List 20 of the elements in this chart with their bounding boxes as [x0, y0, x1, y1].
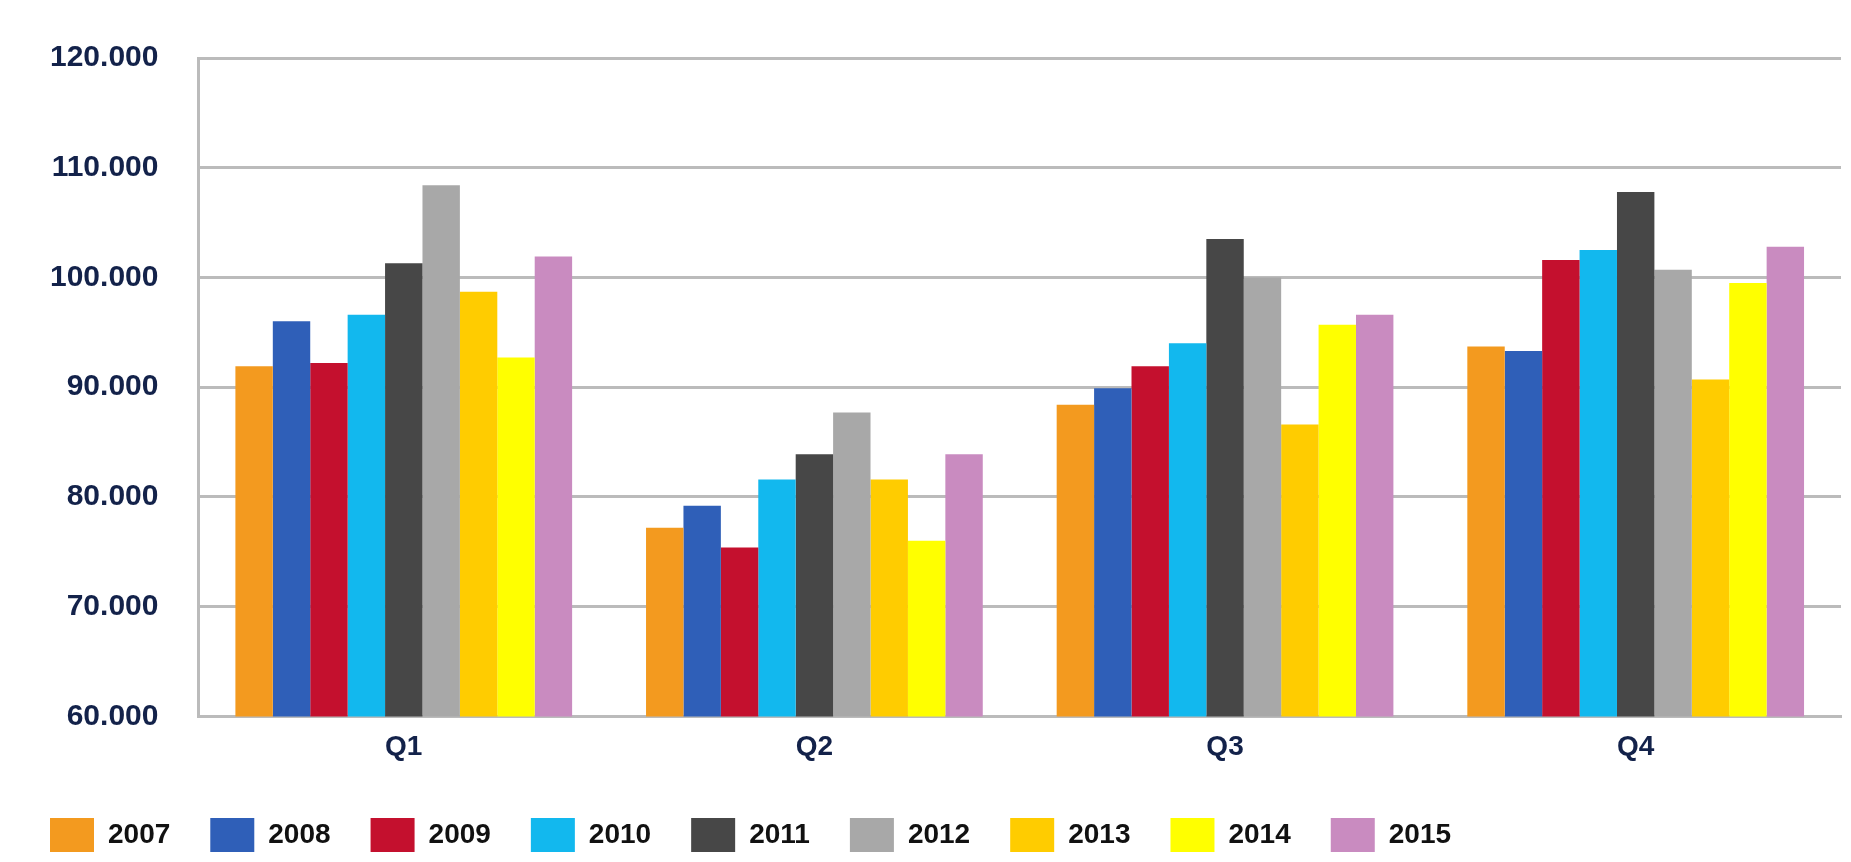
y-tick-label: 110.000 [51, 149, 159, 182]
y-tick-label: 80.000 [66, 478, 159, 512]
x-tick-label: Q1 [385, 729, 423, 761]
legend-label: 2014 [1228, 817, 1292, 849]
x-tick-label: Q2 [795, 729, 834, 761]
legend-label: 2010 [588, 817, 652, 849]
y-tick-label: 100.000 [49, 258, 159, 292]
x-tick-label: Q4 [1617, 729, 1655, 761]
x-tick-label: Q3 [1206, 729, 1244, 761]
legend-label: 2009 [428, 817, 491, 849]
y-tick-label: 60.000 [66, 697, 159, 731]
legend-label: 2008 [268, 817, 331, 849]
y-tick-label: 120.000 [49, 39, 159, 73]
legend-label: 2013 [1068, 817, 1131, 849]
legend-label: 2007 [108, 817, 171, 849]
legend-label: 2012 [907, 817, 971, 849]
y-tick-label: 70.000 [66, 587, 159, 621]
legend-label: 2015 [1388, 817, 1452, 849]
legend-label: 2011 [749, 817, 810, 849]
y-tick-label: 90.000 [66, 368, 159, 402]
